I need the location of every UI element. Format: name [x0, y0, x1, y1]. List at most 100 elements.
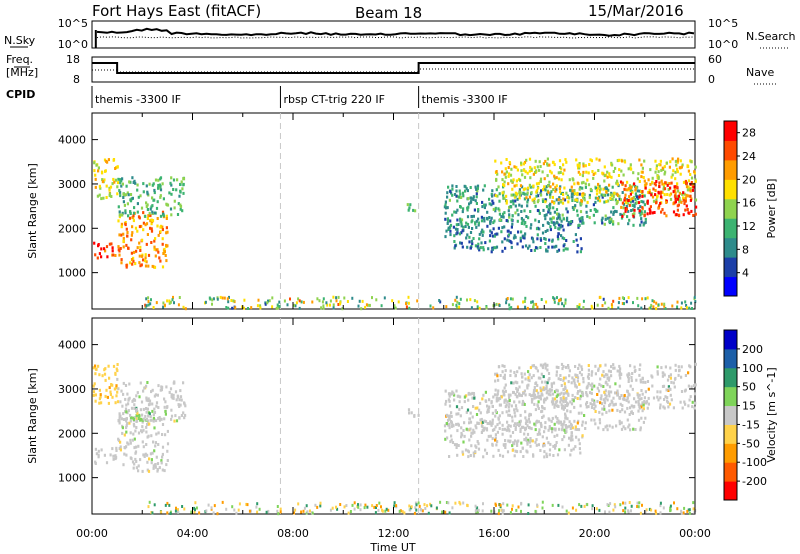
echo-cell — [631, 197, 634, 201]
echo-cell — [641, 212, 644, 216]
echo-cell — [305, 504, 308, 508]
echo-cell — [538, 160, 541, 164]
echo-cell — [564, 158, 567, 162]
echo-cell — [94, 185, 97, 189]
echo-cell — [527, 383, 530, 387]
echo-cell — [585, 210, 588, 214]
echo-cell — [491, 405, 494, 408]
echo-cell — [529, 226, 532, 230]
echo-cell — [514, 211, 517, 215]
echo-cell — [573, 381, 576, 385]
echo-cell — [618, 369, 621, 373]
echo-cell — [149, 452, 152, 456]
echo-cell — [499, 503, 502, 507]
echo-cell — [519, 419, 522, 423]
echo-cell — [621, 201, 624, 205]
echo-cell — [673, 194, 677, 198]
echo-cell — [674, 200, 677, 204]
echo-cell — [395, 504, 398, 508]
echo-cell — [664, 170, 667, 174]
echo-cell — [112, 158, 115, 162]
echo-cell — [623, 212, 626, 216]
echo-cell — [478, 408, 481, 412]
echo-cell — [527, 186, 530, 190]
echo-cell — [132, 256, 135, 260]
echo-cell — [119, 440, 122, 444]
echo-cell — [494, 206, 497, 210]
echo-cell — [673, 201, 676, 205]
echo-cell — [513, 439, 517, 443]
echo-cell — [115, 394, 118, 398]
echo-cell — [657, 303, 660, 307]
echo-cell — [678, 214, 681, 218]
echo-cell — [580, 411, 583, 415]
echo-cell — [126, 392, 129, 396]
echo-cell — [639, 426, 642, 430]
echo-cell — [598, 508, 601, 512]
echo-cell — [526, 198, 530, 202]
echo-cell — [104, 249, 107, 253]
echo-cell — [526, 424, 529, 428]
echo-cell — [455, 405, 459, 409]
echo-cell — [525, 439, 528, 442]
echo-cell — [642, 380, 645, 384]
echo-cell — [463, 434, 466, 438]
echo-cell — [563, 186, 566, 190]
echo-cell — [141, 469, 144, 473]
echo-cell — [543, 187, 546, 191]
echo-cell — [562, 197, 565, 201]
echo-cell — [644, 220, 647, 224]
echo-cell — [478, 306, 481, 310]
echo-cell — [564, 247, 567, 251]
echo-cell — [523, 300, 526, 303]
echo-cell — [620, 394, 623, 397]
echo-cell — [131, 262, 134, 266]
echo-cell — [394, 306, 397, 310]
echo-cell — [526, 171, 529, 175]
echo-cell — [685, 306, 688, 310]
echo-cell — [658, 181, 661, 185]
echo-cell — [494, 409, 497, 413]
freq-tick-high: 18 — [66, 53, 80, 66]
echo-cell — [667, 188, 670, 191]
echo-cell — [507, 233, 511, 237]
echo-cell — [556, 420, 559, 424]
echo-cell — [311, 300, 314, 304]
echo-cell — [611, 408, 614, 412]
echo-cell — [619, 212, 622, 216]
echo-cell — [539, 449, 542, 452]
echo-cell — [631, 412, 634, 415]
echo-cell — [675, 213, 678, 217]
echo-cell — [509, 240, 512, 243]
echo-cell — [484, 420, 488, 423]
echo-cell — [546, 174, 549, 178]
echo-cell — [125, 263, 128, 267]
echo-cell — [497, 365, 501, 369]
echo-cell — [513, 422, 517, 426]
echo-cell — [562, 217, 565, 221]
echo-cell — [566, 409, 569, 413]
echo-cell — [693, 295, 696, 299]
echo-cell — [639, 205, 642, 209]
echo-cell — [118, 233, 121, 237]
echo-cell — [689, 189, 692, 193]
echo-cell — [506, 297, 509, 300]
echo-cell — [549, 195, 552, 199]
echo-cell — [552, 454, 555, 457]
echo-cell — [686, 194, 690, 198]
echo-cell — [547, 210, 550, 214]
echo-cell — [193, 506, 196, 510]
echo-cell — [676, 197, 679, 201]
echo-cell — [494, 425, 497, 429]
echo-cell — [501, 249, 504, 253]
echo-cell — [687, 211, 690, 215]
echo-cell — [638, 373, 641, 377]
echo-cell — [667, 389, 670, 392]
echo-cell — [561, 505, 564, 509]
echo-cell — [484, 203, 487, 207]
echo-cell — [128, 382, 131, 386]
echo-cell — [488, 197, 491, 201]
echo-cell — [115, 449, 118, 452]
echo-cell — [576, 191, 579, 195]
echo-cell — [551, 200, 554, 204]
